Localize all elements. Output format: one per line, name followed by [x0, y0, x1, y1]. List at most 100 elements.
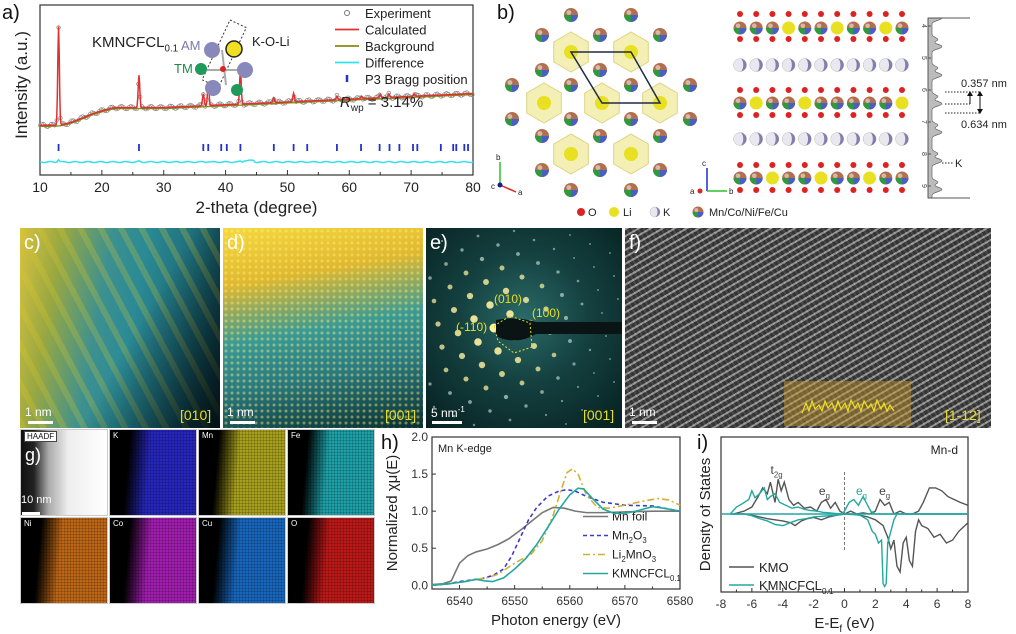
diffraction-spot	[524, 404, 528, 408]
tm-atom	[733, 96, 747, 110]
tm-part	[698, 212, 704, 218]
diffraction-spot	[560, 399, 564, 403]
diffraction-spot	[609, 252, 611, 254]
diffraction-spot	[474, 338, 482, 346]
tm-highlight	[735, 173, 741, 179]
haadf-image-c	[20, 228, 220, 428]
o-atom	[866, 187, 873, 193]
li-atom	[765, 171, 779, 185]
k-atom-shade	[821, 132, 828, 146]
intensity-profile	[927, 17, 943, 199]
tm-atom	[624, 112, 638, 126]
diffraction-spot	[483, 385, 489, 391]
o-atom	[753, 87, 760, 93]
diffraction-spot	[569, 234, 571, 236]
tm-part	[772, 103, 779, 110]
k-atom-shade	[885, 132, 893, 146]
li-atom	[814, 171, 828, 185]
legend-li-label: Li	[623, 207, 632, 219]
o-atom	[753, 11, 760, 17]
o-atom	[834, 162, 841, 168]
tm-part	[653, 35, 660, 42]
axis-label-c: c	[491, 182, 495, 191]
tm-part	[895, 28, 902, 35]
tm-part	[846, 178, 854, 185]
scale-label-e: 5 nm-1	[431, 405, 465, 420]
tm-part	[512, 119, 519, 126]
o-atom	[737, 36, 743, 42]
li-atom	[782, 21, 796, 35]
x-tick-label: -2	[808, 597, 819, 611]
tm-highlight	[849, 173, 854, 179]
tm-atom	[765, 96, 779, 110]
saed-spots	[428, 229, 622, 427]
k-atom-shade	[756, 132, 763, 146]
diffraction-spot	[494, 347, 502, 355]
tm-highlight	[832, 98, 838, 103]
diffraction-spot	[580, 302, 584, 306]
axis-label-a: a	[518, 188, 523, 197]
scale-bar-g	[22, 512, 40, 515]
line-profile-trace	[801, 398, 895, 414]
li-atom	[225, 40, 243, 58]
eds-map-ni: Ni	[20, 517, 108, 604]
k-atom-shade	[788, 132, 796, 146]
tm-atom	[535, 129, 549, 143]
tm-part	[535, 70, 542, 77]
x-tick-label: 20	[94, 179, 110, 195]
scale-label-e-sup: -1	[457, 405, 465, 414]
peak-label: eg	[819, 484, 830, 501]
tm-highlight	[768, 23, 773, 28]
tm-highlight	[566, 114, 572, 120]
dspacing-label-2: 0.634 nm	[961, 119, 1007, 131]
tm-part	[772, 28, 779, 35]
tm-part	[821, 103, 828, 110]
x-axis-label: 2-theta (degree)	[196, 198, 318, 217]
dos-chart: -8 -6 -4 -2 0 2 4 6 8 E-Ef (eV) Density of States M…	[700, 436, 972, 634]
tm-highlight	[626, 185, 632, 190]
o-atom	[882, 87, 889, 93]
tm-part	[564, 15, 571, 22]
tm-part	[765, 28, 773, 35]
tm-part	[535, 136, 542, 143]
diffraction-spot	[530, 342, 538, 350]
zone-axis-e: [001]	[583, 407, 615, 423]
tm-part	[600, 136, 607, 143]
hrtem-image-f	[625, 228, 991, 428]
xanes-chart: 6540 6550 6560 6570 6580 0.0 0.5 1.0 1.5 2.0 Photo…	[384, 430, 694, 629]
tm-atom	[564, 183, 578, 197]
peak-label: eg	[879, 484, 890, 501]
o-atom	[737, 162, 743, 168]
calculated-line	[39, 26, 474, 127]
tm-part	[692, 212, 698, 218]
diffraction-spot	[506, 310, 514, 318]
tm-part	[885, 178, 893, 185]
tm-highlight	[566, 10, 572, 15]
panel-label-d: d)	[227, 232, 245, 254]
panel-label-h: h)	[381, 432, 399, 454]
tm-atom	[814, 21, 828, 35]
scale-label-f: 1 nm	[629, 405, 656, 419]
x-tick-label: 2	[872, 597, 879, 611]
eds-map-label: Mn	[202, 431, 214, 440]
tm-highlight	[595, 65, 601, 71]
tm-atom	[846, 96, 860, 110]
inset-label-am: AM	[181, 38, 201, 53]
tm-part	[830, 178, 838, 185]
o-atom	[769, 187, 776, 193]
profile-tick-label: 4	[920, 24, 927, 28]
o-atom	[899, 187, 905, 193]
tm-atom	[653, 163, 667, 177]
y-tick-label: 0.5	[411, 541, 428, 555]
tm-part	[804, 178, 812, 185]
tm-part	[837, 178, 844, 185]
diffraction-spot	[605, 335, 607, 337]
tm-atom	[564, 8, 578, 22]
tm-highlight	[507, 80, 513, 86]
zone-axis-f: [1-12]	[945, 407, 981, 423]
legend-label: Experiment	[365, 6, 431, 21]
tm-highlight	[816, 98, 822, 103]
line-profile-box	[784, 381, 911, 426]
tm-atom	[653, 129, 667, 143]
o-atom	[882, 11, 889, 17]
